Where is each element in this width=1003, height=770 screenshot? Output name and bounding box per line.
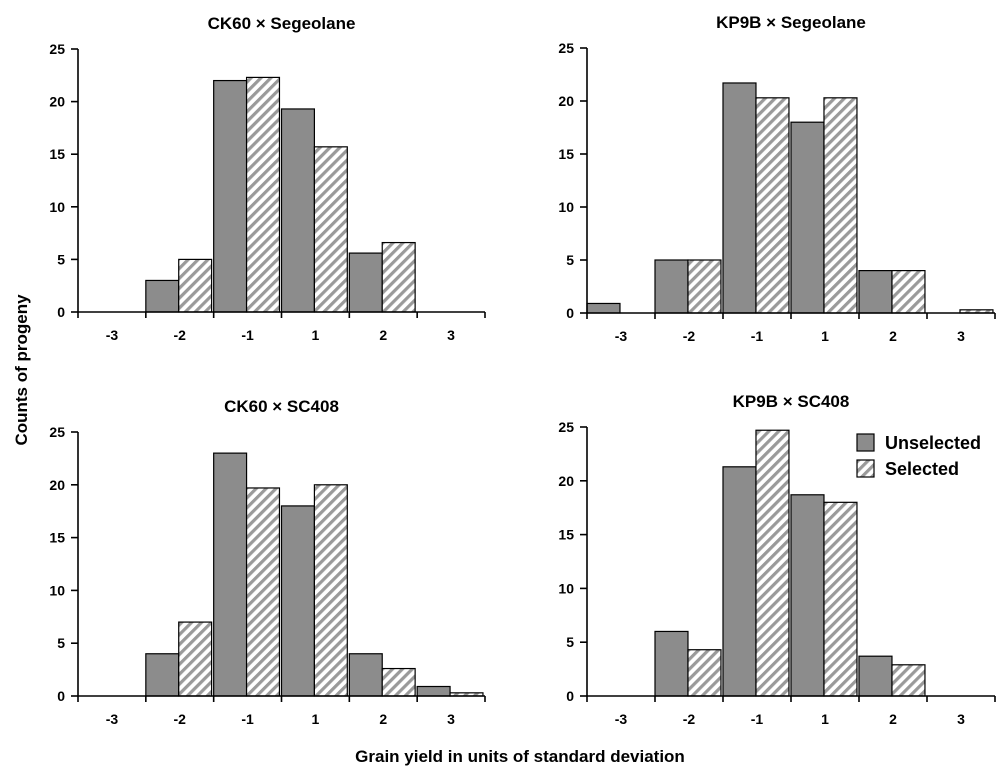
y-tick-label: 0 [566,688,574,704]
x-tick-label: 1 [821,711,829,727]
legend-swatch-selected [856,459,875,478]
x-tick-label: -1 [751,328,764,344]
y-tick-label: 15 [558,527,574,543]
bar-unselected [858,655,893,697]
x-tick-label: 1 [821,328,829,344]
y-tick-label: 5 [566,634,574,650]
y-tick-label: 5 [57,635,65,651]
bar-selected [313,146,348,313]
x-tick-label: 3 [447,711,455,727]
panel-title: CK60 × Segeolane [208,14,356,33]
legend-swatch-unselected [856,433,875,452]
x-tick-label: -1 [751,711,764,727]
bar-unselected [722,82,757,314]
x-tick-label: -2 [174,711,187,727]
bar-selected [381,241,416,313]
x-tick-label: -3 [615,328,628,344]
y-tick-label: 20 [558,473,574,489]
x-tick-label: 1 [312,327,320,343]
x-tick-label: 3 [957,328,965,344]
y-tick-label: 10 [49,582,65,598]
panel-title: KP9B × SC408 [733,392,850,411]
panel-title: KP9B × Segeolane [716,13,866,32]
bar-unselected [145,653,180,697]
y-tick-label: 15 [558,146,574,162]
bar-selected [313,484,348,697]
y-tick-label: 20 [558,93,574,109]
y-tick-label: 25 [558,419,574,435]
bar-selected [687,649,722,697]
y-tick-label: 25 [558,40,574,56]
x-tick-label: 2 [889,328,897,344]
chart-panel-1: CK60 × Segeolane 0 5 10 15 20 25 -3 -2 -1 1 2 3 [49,14,486,343]
y-tick-label: 0 [566,305,574,321]
chart-panel-2: KP9B × Segeolane 0 5 10 15 20 25 -3 -2 -1 1 2 3 [558,13,996,344]
bar-unselected [348,653,383,697]
x-tick-label: 2 [379,711,387,727]
bar-unselected [280,505,316,697]
y-tick-label: 0 [57,688,65,704]
x-tick-label: -2 [174,327,187,343]
y-tick-label: 0 [57,304,65,320]
x-tick-label: -1 [241,327,254,343]
bar-selected [891,664,926,697]
x-tick-label: -3 [106,327,119,343]
bar-selected [381,667,416,697]
x-tick-label: -2 [683,328,696,344]
bar-unselected [213,79,248,313]
y-tick-label: 25 [49,41,65,57]
legend: Unselected Selected [856,433,981,479]
bar-unselected [416,685,451,697]
y-tick-label: 20 [49,477,65,493]
x-tick-label: 3 [447,327,455,343]
bar-selected [823,501,858,697]
y-tick-label: 20 [49,94,65,110]
y-axis-label: Counts of progeny [12,294,31,446]
x-tick-label: 2 [379,327,387,343]
bar-selected [245,76,281,313]
bar-unselected [586,302,621,314]
y-tick-label: 10 [49,199,65,215]
bar-selected [823,97,858,314]
bar-unselected [654,630,689,697]
bar-selected [687,259,722,314]
x-tick-label: -3 [615,711,628,727]
x-tick-label: 1 [312,711,320,727]
bar-unselected [858,270,893,314]
bar-selected [891,270,926,314]
x-tick-label: -1 [241,711,254,727]
bar-unselected [654,259,689,314]
bar-selected [755,429,790,697]
bar-unselected [348,252,383,313]
chart-panel-3: CK60 × SC408 0 5 10 15 20 25 -3 -2 -1 1 2 3 [49,397,486,727]
y-tick-label: 15 [49,530,65,546]
x-tick-label: -3 [106,711,119,727]
bar-selected [178,621,213,697]
bar-unselected [722,466,757,697]
bar-unselected [145,279,180,313]
y-tick-label: 15 [49,146,65,162]
y-tick-label: 10 [558,199,574,215]
bar-selected [755,97,790,314]
bar-unselected [213,452,248,697]
y-tick-label: 5 [57,251,65,267]
x-tick-label: 2 [889,711,897,727]
bar-unselected [280,108,316,313]
y-tick-label: 5 [566,252,574,268]
bar-selected [178,258,213,313]
y-tick-label: 10 [558,580,574,596]
panel-title: CK60 × SC408 [224,397,339,416]
chart-panel-4: KP9B × SC408 0 5 10 15 20 25 -3 -2 -1 1 2 3 [558,392,996,727]
y-tick-label: 25 [49,424,65,440]
legend-label-selected: Selected [885,459,959,479]
bar-unselected [790,121,825,314]
x-axis-label: Grain yield in units of standard deviati… [355,747,685,766]
bar-selected [245,487,281,697]
x-tick-label: 3 [957,711,965,727]
bar-unselected [790,494,825,697]
legend-label-unselected: Unselected [885,433,981,453]
x-tick-label: -2 [683,711,696,727]
